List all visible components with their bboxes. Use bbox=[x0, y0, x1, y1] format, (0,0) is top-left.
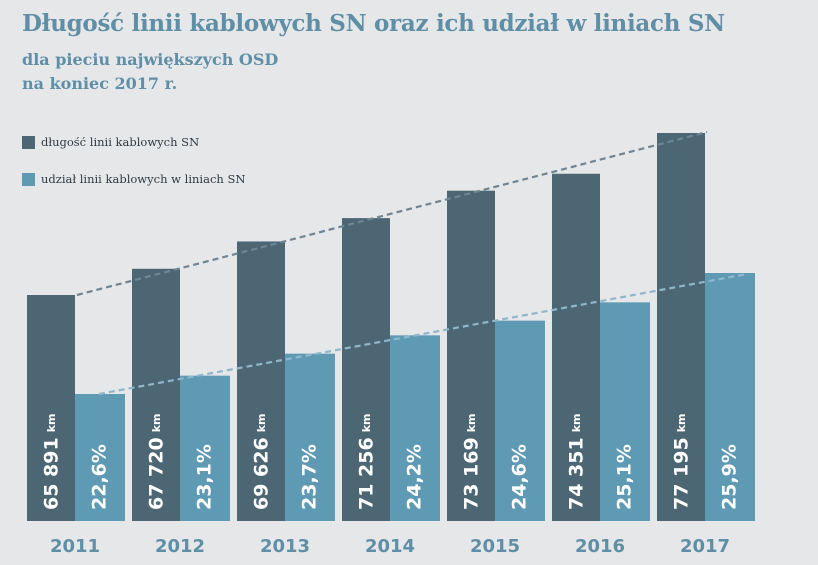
bar-length-2015 bbox=[447, 190, 495, 521]
legend-item-length: długość linii kablowych SN bbox=[22, 135, 199, 149]
x-tick-label-2011: 2011 bbox=[50, 536, 100, 557]
data-label-share-2012: 23,1% bbox=[194, 444, 216, 510]
x-tick-label-2013: 2013 bbox=[260, 536, 310, 557]
data-label-share-2014: 24,2% bbox=[404, 444, 426, 510]
data-label-length-2016: 74 351km bbox=[566, 414, 588, 511]
data-label-length-2017: 77 195km bbox=[671, 414, 693, 511]
bar-length-2016 bbox=[552, 173, 600, 521]
chart-subtitle: dla pieciu największych OSD na koniec 20… bbox=[22, 48, 278, 96]
data-label-share-2016: 25,1% bbox=[614, 444, 636, 510]
bar-length-2012 bbox=[132, 268, 180, 521]
bar-share-2014 bbox=[390, 335, 440, 521]
data-label-length-2012: 67 720km bbox=[146, 414, 168, 511]
bar-share-2015 bbox=[495, 320, 545, 521]
bar-length-2011 bbox=[27, 295, 75, 521]
bar-length-2013 bbox=[237, 241, 285, 521]
bar-share-2017 bbox=[705, 273, 755, 521]
data-label-share-2017: 25,9% bbox=[719, 444, 741, 510]
data-label-length-2013: 69 626km bbox=[251, 414, 273, 511]
bar-share-2012 bbox=[180, 375, 230, 521]
legend-swatch-length bbox=[22, 135, 35, 149]
bar-length-2017 bbox=[657, 133, 705, 521]
x-tick-label-2015: 2015 bbox=[470, 536, 520, 557]
legend-label-share: udział linii kablowych w liniach SN bbox=[41, 172, 246, 186]
x-tick-label-2016: 2016 bbox=[575, 536, 625, 557]
x-tick-label-2012: 2012 bbox=[155, 536, 205, 557]
legend-swatch-share bbox=[22, 172, 35, 186]
subtitle-line-1: dla pieciu największych OSD bbox=[22, 50, 279, 69]
bar-share-2016 bbox=[600, 302, 650, 521]
x-tick-label-2017: 2017 bbox=[680, 536, 730, 557]
data-label-share-2013: 23,7% bbox=[299, 444, 321, 510]
data-label-share-2011: 22,6% bbox=[89, 444, 111, 510]
data-label-length-2011: 65 891km bbox=[41, 414, 63, 511]
legend-label-length: długość linii kablowych SN bbox=[41, 135, 200, 149]
trend-line-length bbox=[76, 130, 708, 297]
bar-length-2014 bbox=[342, 218, 390, 522]
chart-title: Długość linii kablowych SN oraz ich udzi… bbox=[22, 10, 725, 37]
data-label-share-2015: 24,6% bbox=[509, 444, 531, 510]
subtitle-line-2: na koniec 2017 r. bbox=[22, 74, 178, 93]
bar-share-2013 bbox=[285, 353, 335, 521]
data-label-length-2014: 71 256km bbox=[356, 414, 378, 511]
legend-item-share: udział linii kablowych w liniach SN bbox=[22, 172, 245, 186]
bar-share-2011 bbox=[75, 394, 125, 521]
data-label-length-2015: 73 169km bbox=[461, 414, 483, 511]
x-tick-label-2014: 2014 bbox=[365, 536, 415, 557]
